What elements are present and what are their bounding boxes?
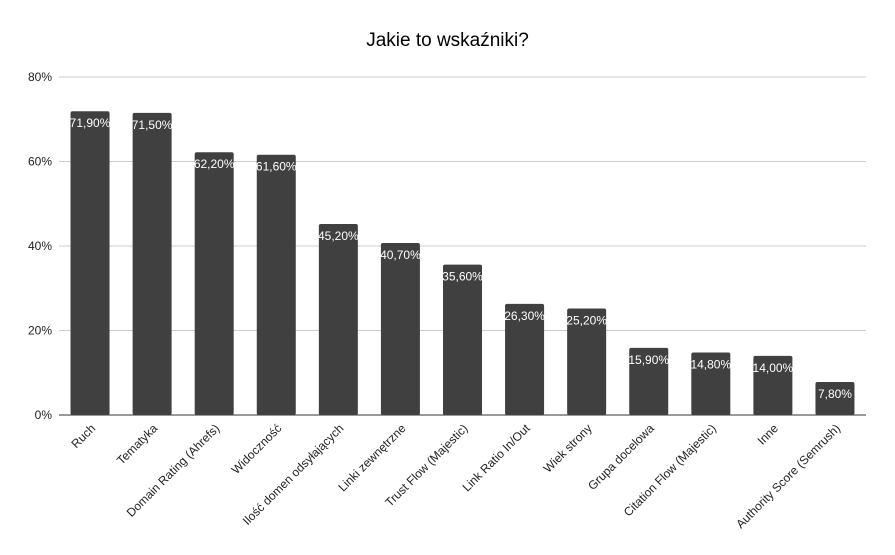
category-label: Ilość domen odsyłających (240, 421, 347, 528)
data-label: 14,00% (753, 361, 794, 375)
category-label: Tematyka (114, 421, 160, 467)
bar (256, 154, 296, 416)
y-tick-label: 60% (28, 155, 52, 169)
bar (753, 355, 793, 415)
bar (70, 111, 110, 415)
data-label: 15,90% (628, 353, 669, 367)
y-tick-label: 40% (28, 239, 52, 253)
data-label: 62,20% (194, 157, 235, 171)
bar (815, 382, 855, 415)
category-label: Wiek strony (541, 421, 595, 475)
category-label: Inne (755, 421, 782, 448)
y-tick-label: 0% (35, 408, 53, 422)
category-label: Ruch (68, 421, 98, 451)
data-label: 71,90% (70, 116, 111, 130)
bar (380, 243, 420, 415)
data-label: 14,80% (690, 357, 731, 371)
category-label: Authority Score (Semrush) (733, 421, 843, 531)
y-tick-label: 20% (28, 324, 52, 338)
category-label: Grupa docelowa (585, 421, 657, 493)
bar (194, 152, 234, 415)
data-label: 7,80% (818, 387, 852, 401)
bar (318, 224, 358, 415)
bar (629, 347, 669, 415)
bar (132, 112, 172, 415)
data-label: 61,60% (256, 160, 297, 174)
data-label: 26,30% (504, 309, 545, 323)
bar (567, 308, 607, 415)
category-label: Widoczność (229, 421, 285, 477)
chart-title: Jakie to wskaźniki? (366, 30, 529, 51)
data-label: 45,20% (318, 229, 359, 243)
bar (691, 352, 731, 415)
data-label: 71,50% (132, 118, 173, 132)
y-tick-label: 80% (28, 70, 52, 84)
category-label: Link Ratio In/Out (460, 421, 534, 495)
data-label: 40,70% (380, 248, 421, 262)
data-label: 35,60% (442, 270, 483, 284)
data-label: 25,20% (566, 314, 607, 328)
bar (443, 264, 482, 415)
bar (505, 303, 545, 415)
